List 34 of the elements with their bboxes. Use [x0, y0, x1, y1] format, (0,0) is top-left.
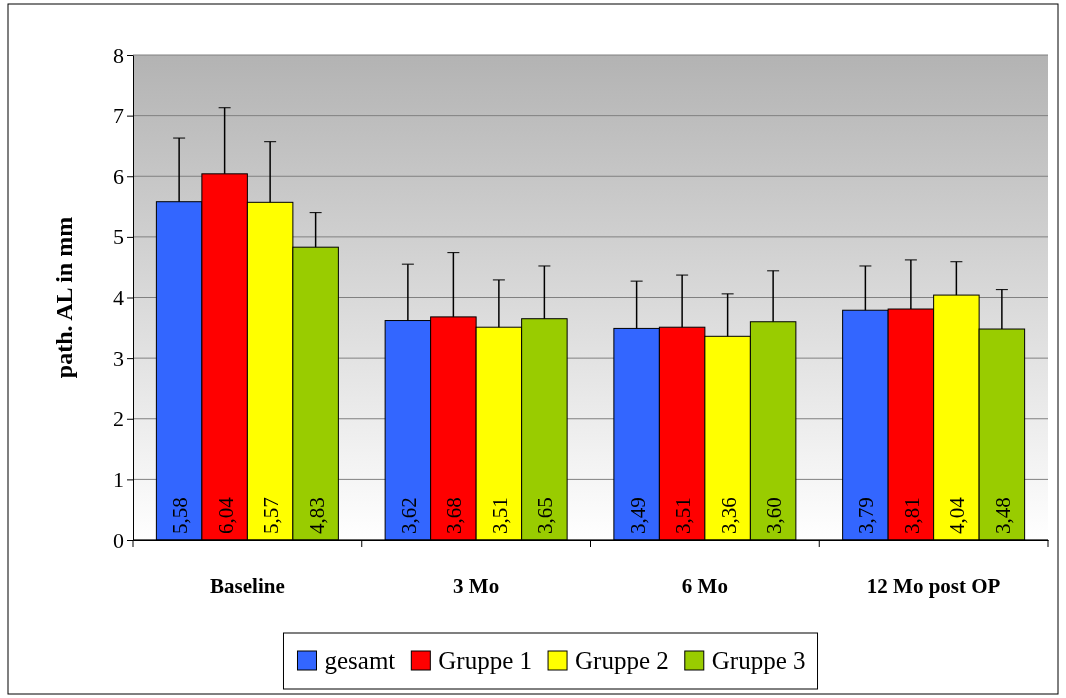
data-label: 3,62	[396, 497, 421, 534]
y-tick-label: 7	[113, 103, 124, 129]
y-tick-label: 5	[113, 224, 124, 250]
data-label: 5,57	[259, 497, 284, 534]
data-label: 3,60	[762, 497, 787, 534]
data-label: 3,81	[899, 497, 924, 534]
legend-label: Gruppe 1	[438, 647, 533, 674]
data-label: 3,51	[671, 497, 696, 534]
data-label: 4,83	[304, 497, 329, 534]
data-label: 3,68	[442, 497, 467, 534]
data-label: 5,58	[168, 497, 193, 534]
y-tick-label: 0	[113, 527, 124, 553]
y-tick-label: 6	[113, 163, 124, 189]
data-label: 3,36	[716, 497, 741, 534]
y-tick-label: 2	[113, 406, 124, 432]
x-tick-label: Baseline	[210, 573, 285, 598]
data-label: 4,04	[945, 496, 970, 534]
data-label: 3,79	[854, 497, 879, 534]
legend-label: gesamt	[324, 647, 396, 674]
y-tick-label: 8	[113, 42, 124, 68]
y-tick-label: 4	[113, 285, 124, 311]
y-axis-title: path. AL in mm	[51, 216, 77, 379]
x-tick-label: 12 Mo post OP	[866, 573, 1001, 598]
data-label: 3,49	[625, 497, 650, 534]
legend-label: Gruppe 2	[575, 647, 669, 674]
x-tick-label: 6 Mo	[681, 573, 728, 598]
y-tick-label: 3	[113, 345, 124, 371]
y-tick-label: 1	[113, 466, 124, 492]
data-label: 3,48	[990, 497, 1015, 534]
data-label: 3,51	[487, 497, 512, 534]
legend-label: Gruppe 3	[711, 647, 806, 674]
x-tick-label: 3 Mo	[453, 573, 500, 598]
data-label: 3,65	[533, 497, 558, 534]
data-label: 6,04	[213, 496, 238, 534]
